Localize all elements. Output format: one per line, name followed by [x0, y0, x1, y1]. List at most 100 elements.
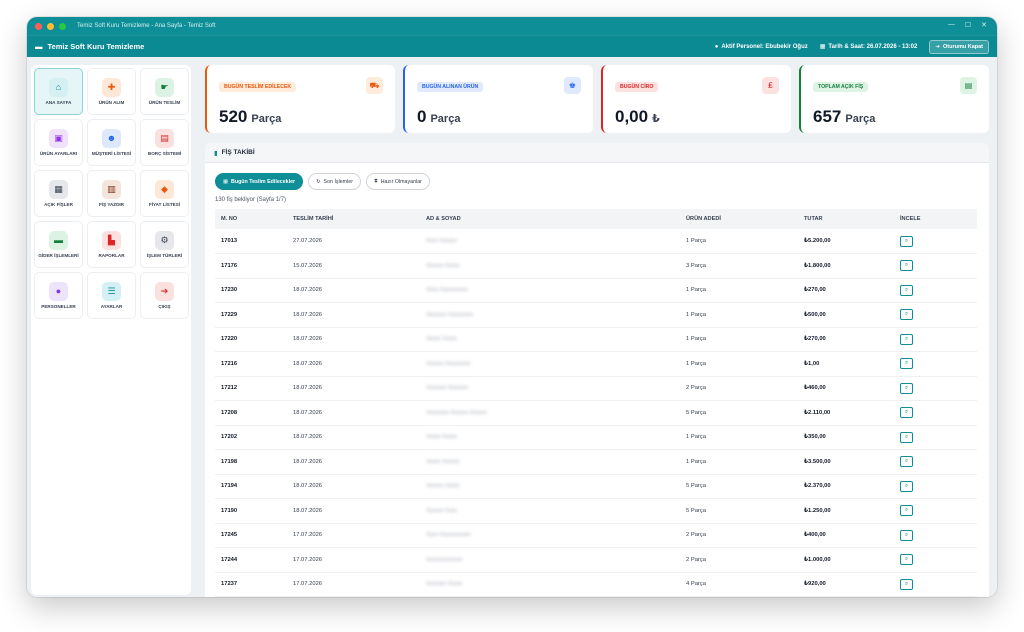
- close-window-button[interactable]: [35, 22, 42, 30]
- inspect-button[interactable]: ⌕: [900, 284, 913, 296]
- money-icon: ▬: [49, 230, 68, 250]
- hourglass-icon: ⧗: [374, 178, 378, 184]
- delivery-date: 18.07.2026: [287, 474, 420, 499]
- sidebar-item-ana-sayfa[interactable]: ⌂ ANA SAYFA: [34, 68, 83, 115]
- total-amount: ₺400,00: [798, 523, 894, 548]
- sidebar-item-ayarlar[interactable]: ☰ AYARLAR: [87, 272, 136, 319]
- sidebar-item-borç-si-stemi[interactable]: ▤ BORÇ SİSTEMİ: [140, 119, 189, 166]
- sidebar-item-personeller[interactable]: ● PERSONELLER: [34, 272, 83, 319]
- search-icon: ⌕: [904, 556, 909, 563]
- inspect-button[interactable]: ⌕: [900, 333, 913, 345]
- date-time-text: Tarih & Saat: 26.07.2026 - 13:02: [828, 43, 918, 50]
- table-row[interactable]: 17245 17.07.2026 Xxxx Xxxxxxxxxxx 2 Parça ₺4…: [215, 523, 977, 548]
- sidebar-item-label: ÜRÜN TESLİM: [148, 99, 181, 105]
- item-count: 1 Parça: [680, 229, 798, 254]
- table-row[interactable]: 17176 15.07.2026 Xxxxxx Xxxxx 3 Parça ₺1.800…: [215, 253, 977, 279]
- stat-card: BUGÜN ALINAN ÜRÜN 0 Parça ♚: [403, 65, 593, 133]
- search-icon: ⌕: [904, 262, 909, 269]
- table-row[interactable]: 17198 18.07.2026 Xxxxx Xxxxxx 1 Parça ₺3.500…: [215, 449, 977, 475]
- maximize-icon[interactable]: ☐: [964, 22, 972, 29]
- maximize-window-button[interactable]: [59, 22, 66, 30]
- sidebar-item-ürün-ayarlari[interactable]: ▣ ÜRÜN AYARLARI: [34, 119, 83, 166]
- plus-circle-icon: ✚: [102, 77, 121, 97]
- wallet-icon: ▤: [155, 128, 174, 148]
- inspect-button[interactable]: ⌕: [900, 407, 913, 419]
- logout-button[interactable]: ➔ Oturumu Kapat: [929, 39, 989, 54]
- panel-tabs: ▦ Bugün Teslim Edilecekler ↻ Son İşlemler ⧗ H…: [205, 163, 989, 194]
- sliders-icon: ☰: [102, 281, 121, 301]
- inspect-button[interactable]: ⌕: [900, 382, 913, 394]
- inspect-button[interactable]: ⌕: [900, 456, 913, 468]
- sidebar-item-gi-der-i-şlemleri[interactable]: ▬ GİDER İŞLEMLERİ: [34, 221, 83, 268]
- sidebar-item-raporlar[interactable]: ▙ RAPORLAR: [87, 221, 136, 268]
- inspect-button[interactable]: ⌕: [900, 480, 913, 492]
- customer-name: Xxxxxxxxxxxxx: [426, 556, 463, 563]
- total-amount: ₺2.370,00: [798, 474, 894, 499]
- delivery-date: 18.07.2026: [287, 302, 420, 328]
- sidebar-item-label: RAPORLAR: [98, 252, 125, 258]
- inspect-button[interactable]: ⌕: [900, 505, 913, 517]
- stat-card-unit: ₺: [652, 113, 660, 125]
- tab-recent-transactions[interactable]: ↻ Son İşlemler: [308, 173, 361, 190]
- sidebar-item-açik-fi-şler[interactable]: ▦ AÇIK FİŞLER: [34, 170, 83, 217]
- sidebar-item-müşteri-li-stesi[interactable]: ☻ MÜŞTERİ LİSTESİ: [87, 119, 136, 166]
- inspect-button[interactable]: ⌕: [900, 529, 913, 541]
- customer-name-cell: Xxxxx Xxxxx: [420, 327, 680, 352]
- table-row[interactable]: 17212 18.07.2026 Xxxxxxx Xxxxxxx 2 Parça ₺46…: [215, 376, 977, 401]
- receipt-number: 17216: [215, 351, 287, 377]
- tab-not-ready[interactable]: ⧗ Hazır Olmayanlar: [366, 173, 430, 190]
- customer-name-cell: Xxxx Xxxxxxxxxx: [420, 278, 680, 303]
- sidebar-item-label: MÜŞTERİ LİSTESİ: [91, 150, 132, 156]
- stat-card-number: 657: [813, 107, 842, 126]
- inspect-cell: ⌕: [894, 278, 977, 303]
- inspect-button[interactable]: ⌕: [900, 358, 913, 370]
- table-row[interactable]: 17208 18.07.2026 Xxxxxxxx Xxxxxx Xxxxxx 5 P…: [215, 400, 977, 426]
- close-icon[interactable]: ✕: [981, 22, 987, 29]
- inspect-cell: ⌕: [894, 400, 977, 426]
- customer-name: Xxxxxxx Xxxxxxxxx: [426, 311, 474, 318]
- item-count: 5 Parça: [680, 400, 798, 426]
- table-row[interactable]: 17244 17.07.2026 Xxxxxxxxxxxxx 2 Parça ₺1.00…: [215, 547, 977, 573]
- stat-card-number: 520: [219, 107, 248, 126]
- customer-name-cell: Xxxxxxx Xxxxxxx: [420, 376, 680, 401]
- table-row[interactable]: 17202 18.07.2026 Xxxxx Xxxxx 1 Parça ₺350,00…: [215, 425, 977, 450]
- inspect-button[interactable]: ⌕: [900, 309, 913, 321]
- inspect-button[interactable]: ⌕: [900, 431, 913, 443]
- table-row[interactable]: 17190 18.07.2026 Xxxxxx Xxxx 5 Parça ₺1.250,…: [215, 498, 977, 524]
- table-row[interactable]: 17237 17.07.2026 Xxxxxxx Xxxxx 4 Parça ₺920,…: [215, 572, 977, 597]
- inspect-button[interactable]: ⌕: [900, 578, 913, 590]
- delivery-date: 18.07.2026: [287, 376, 420, 401]
- table-row[interactable]: 17194 18.07.2026 Xxxxxx Xxxxx 5 Parça ₺2.370…: [215, 474, 977, 499]
- sidebar-item-ürün-tesli-m[interactable]: ☛ ÜRÜN TESLİM: [140, 68, 189, 115]
- logout-label: Oturumu Kapat: [942, 43, 983, 50]
- calendar-icon: ▦: [223, 178, 229, 185]
- customer-name-cell: Xxxx Xxxxxx: [420, 229, 680, 254]
- stat-cards: BUGÜN TESLİM EDİLECEK 520 Parça ⛟ BUGÜN ALIN…: [205, 65, 989, 133]
- stat-card-value: 0 Parça: [417, 107, 581, 127]
- app-brand-name: Temiz Soft Kuru Temizleme: [47, 42, 145, 51]
- delivery-date: 18.07.2026: [287, 400, 420, 426]
- inspect-button[interactable]: ⌕: [900, 260, 913, 272]
- customer-name: Xxxxxxx Xxxxx: [426, 581, 463, 588]
- sidebar-item-i-şlem-türleri[interactable]: ⚙ İŞLEM TÜRLERİ: [140, 221, 189, 268]
- customer-name-cell: Xxxxx Xxxxx: [420, 425, 680, 450]
- total-amount: ₺3.500,00: [798, 449, 894, 475]
- table-row[interactable]: 17230 18.07.2026 Xxxx Xxxxxxxxxx 1 Parça ₺27…: [215, 278, 977, 303]
- inspect-button[interactable]: ⌕: [900, 235, 913, 247]
- total-amount: ₺500,00: [798, 302, 894, 328]
- inspect-button[interactable]: ⌕: [900, 554, 913, 566]
- delivery-date: 18.07.2026: [287, 498, 420, 524]
- table-row[interactable]: 17216 18.07.2026 Xxxxxx Xxxxxxxxx 1 Parça ₺1…: [215, 351, 977, 377]
- column-header: TESLİM TARİHİ: [287, 209, 420, 229]
- sidebar-item-ürün-alim[interactable]: ✚ ÜRÜN ALIM: [87, 68, 136, 115]
- table-row[interactable]: 17013 27.07.2026 Xxxx Xxxxxx 1 Parça ₺5.200,…: [215, 229, 977, 254]
- tab-today-deliveries[interactable]: ▦ Bugün Teslim Edilecekler: [215, 173, 304, 190]
- sidebar-item-fi-ş-yazdir[interactable]: ▥ FİŞ YAZDIR: [87, 170, 136, 217]
- sidebar-item-çikiş[interactable]: ➔ ÇIKIŞ: [140, 272, 189, 319]
- sidebar-item-fi-yat-li-stesi[interactable]: ◆ FİYAT LİSTESİ: [140, 170, 189, 217]
- total-amount: ₺5.200,00: [798, 229, 894, 254]
- minimize-icon[interactable]: —: [947, 21, 955, 28]
- table-row[interactable]: 17229 18.07.2026 Xxxxxxx Xxxxxxxxx 1 Parça ₺…: [215, 302, 977, 328]
- minimize-window-button[interactable]: [47, 22, 54, 30]
- table-row[interactable]: 17220 18.07.2026 Xxxxx Xxxxx 1 Parça ₺270,00…: [215, 327, 977, 352]
